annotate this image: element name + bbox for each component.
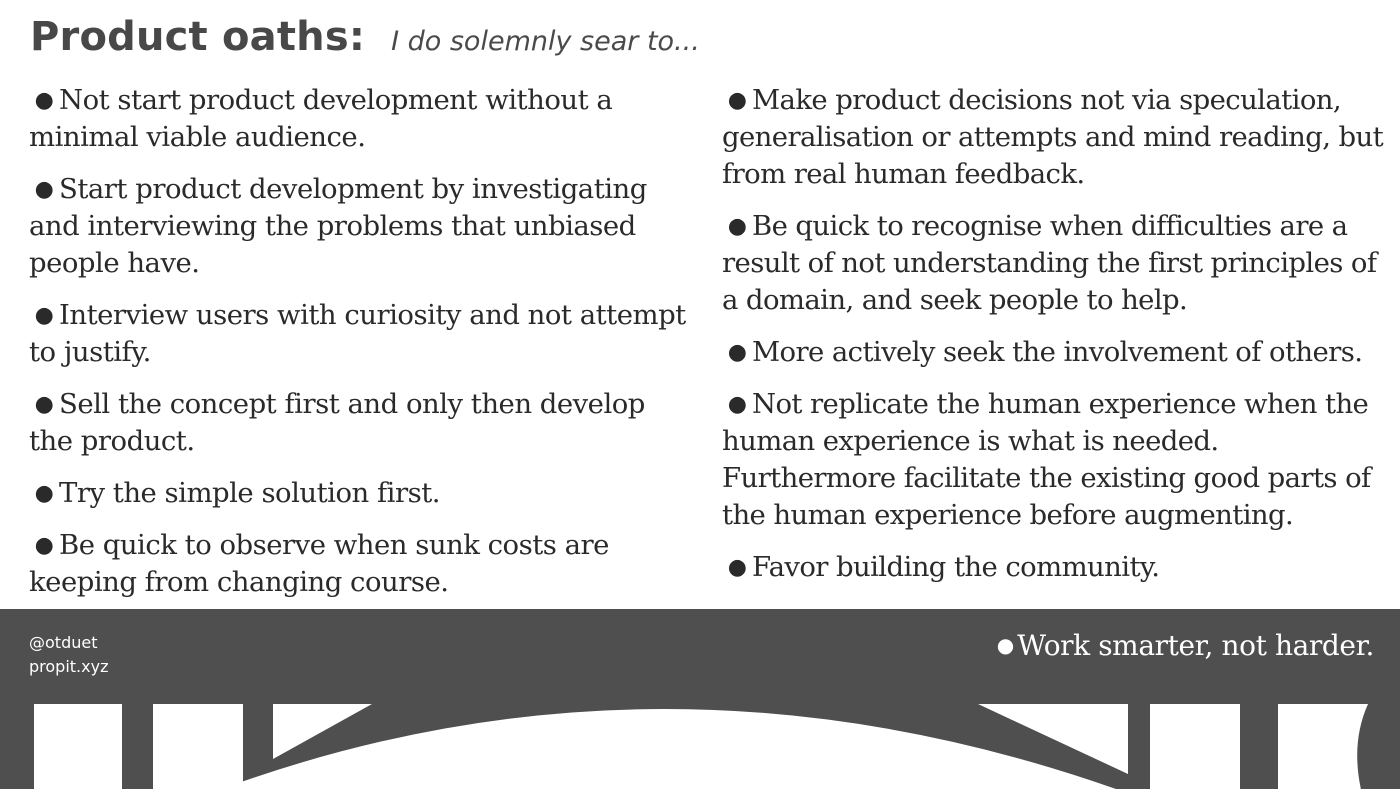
footer-credits: @otduet propit.xyz (29, 631, 108, 679)
website-label: propit.xyz (29, 657, 109, 676)
oath-item: ● Try the simple solution first. (29, 475, 689, 512)
oath-text: Sell the concept first and only then dev… (29, 388, 645, 457)
oath-item: ● Sell the concept first and only then de… (29, 386, 689, 460)
bullet-icon: ● (727, 88, 747, 113)
page-subtitle: I do solemnly sear to... (391, 26, 700, 57)
right-column-oaths: ● Make product decisions not via speculat… (722, 82, 1394, 601)
header: Product oaths: I do solemnly sear to... (30, 14, 700, 66)
oath-item: ● Not replicate the human experience when… (722, 386, 1394, 534)
oath-item: ● Not start product development without a… (29, 82, 689, 156)
bullet-icon: ● (34, 177, 54, 202)
oath-text: Try the simple solution first. (59, 477, 441, 509)
bullet-icon: ● (34, 392, 54, 417)
oath-item: ● More actively seek the involvement of o… (722, 334, 1394, 371)
oath-text: Make product decisions not via speculati… (722, 84, 1384, 190)
oath-item: ● Be quick to observe when sunk costs are… (29, 527, 689, 601)
building-silhouette-decoration (34, 704, 1368, 789)
bullet-icon: ● (34, 303, 54, 328)
oath-text: Be quick to observe when sunk costs are … (29, 529, 609, 598)
bullet-icon: ● (34, 88, 54, 113)
bullet-icon: ● (34, 481, 54, 506)
left-column-oaths: ● Not start product development without a… (29, 82, 689, 616)
oath-text: Be quick to recognise when difficulties … (722, 210, 1377, 316)
page-title: Product oaths: (30, 14, 366, 60)
oath-item: ● Be quick to recognise when difficulties… (722, 208, 1394, 319)
oath-text: Not replicate the human experience when … (722, 388, 1371, 531)
oath-text: More actively seek the involvement of ot… (752, 336, 1363, 368)
oath-item: ● Make product decisions not via speculat… (722, 82, 1394, 193)
bullet-icon: ● (727, 392, 747, 417)
oath-text: Not start product development without a … (29, 84, 613, 153)
oath-text: Work smarter, not harder. (1017, 629, 1374, 662)
footer: @otduet propit.xyz ● Work smarter, not ha… (0, 609, 1400, 789)
bullet-icon: ● (727, 340, 747, 365)
oath-item: ● Favor building the community. (722, 549, 1394, 586)
oath-text: Favor building the community. (752, 551, 1160, 583)
bullet-icon: ● (996, 633, 1014, 657)
social-handle: @otduet (29, 633, 98, 652)
oath-item: ● Interview users with curiosity and not … (29, 297, 689, 371)
oath-item: ● Start product development by investigat… (29, 171, 689, 282)
bullet-icon: ● (727, 555, 747, 580)
oath-text: Start product development by investigati… (29, 173, 647, 279)
bullet-icon: ● (727, 214, 747, 239)
final-oath: ● Work smarter, not harder. (993, 629, 1375, 662)
oath-text: Interview users with curiosity and not a… (29, 299, 686, 368)
bullet-icon: ● (34, 533, 54, 558)
